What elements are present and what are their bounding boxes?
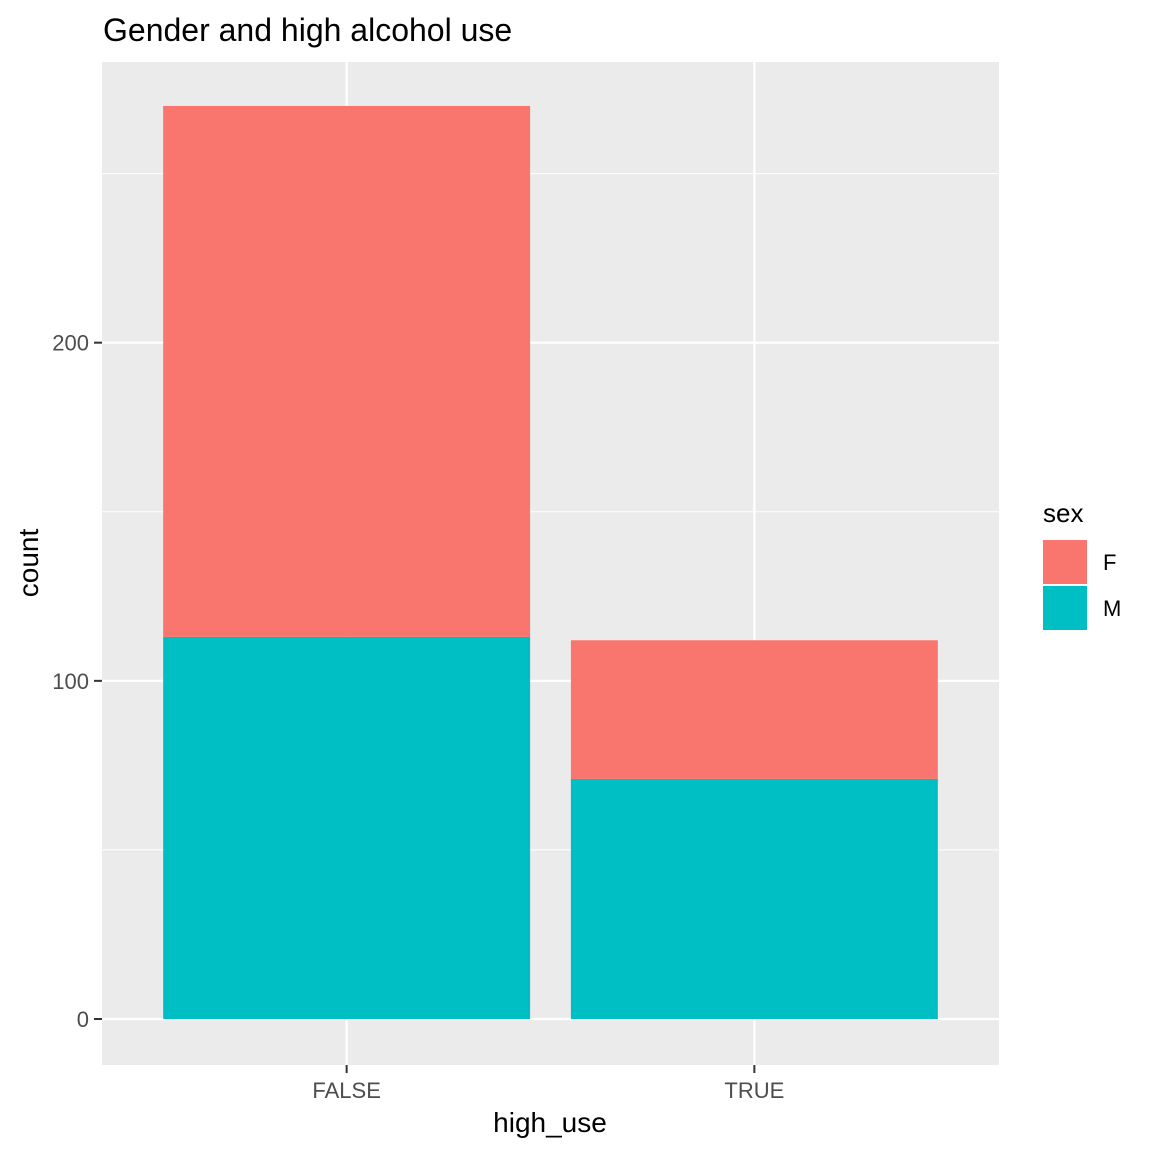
y-tick-label: 100 [52,669,89,694]
legend-title: sex [1043,498,1083,528]
legend-label: M [1103,596,1121,621]
x-tick-label: FALSE [312,1078,380,1103]
x-axis-label: high_use [493,1107,607,1138]
legend-key-f [1043,540,1087,584]
legend-key-m [1043,586,1087,630]
chart-title: Gender and high alcohol use [103,12,512,48]
bar-true-m [570,778,938,1020]
x-tick-label: TRUE [724,1078,784,1103]
bar-false-f [163,105,531,637]
x-axis: FALSE TRUE [312,1065,784,1103]
bars [163,105,938,1020]
legend-label: F [1103,550,1116,575]
y-tick-label: 200 [52,331,89,356]
y-axis-label: count [13,529,44,598]
y-axis: 0 100 200 [52,331,102,1032]
y-tick-label: 0 [77,1007,89,1032]
bar-false-m [163,636,531,1020]
bar-true-f [570,640,938,779]
legend: sex FM [1043,498,1121,630]
